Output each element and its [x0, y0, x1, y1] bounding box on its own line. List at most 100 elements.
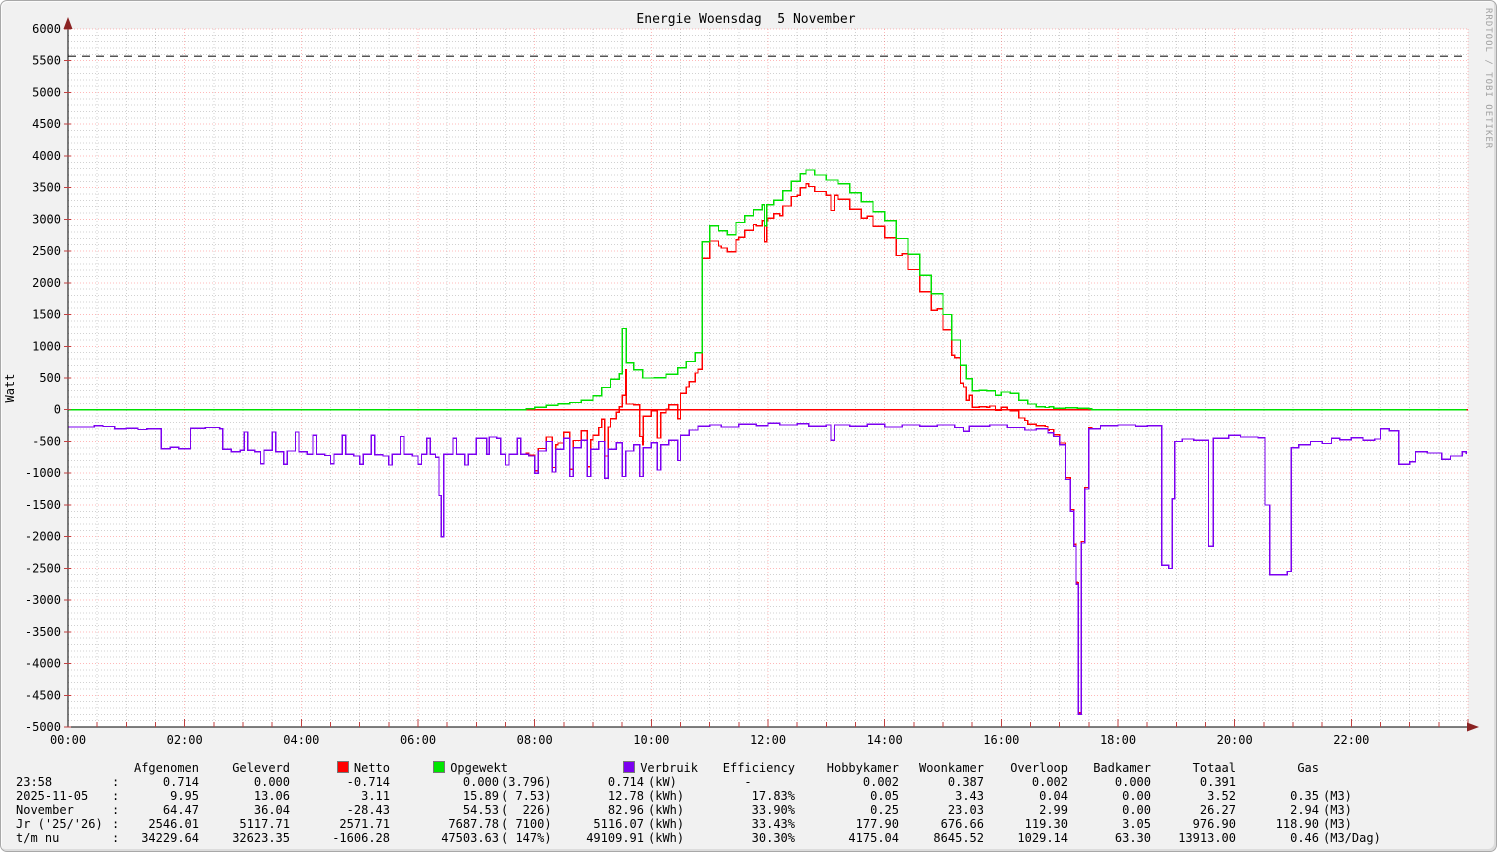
verbruik-line — [68, 422, 1467, 715]
legend-swatch-verbruik — [623, 761, 636, 773]
cell-label: Jr ('25/'26) — [16, 817, 103, 831]
cell-opgewekt_paren: ( 147%) — [501, 831, 552, 845]
y-tick-label: -2500 — [25, 561, 61, 575]
header-label-overloop: Overloop — [1010, 761, 1068, 775]
y-tick-label: 2000 — [32, 276, 61, 290]
y-tick-label: 3500 — [32, 181, 61, 195]
opgewekt-line — [68, 169, 1467, 411]
cell-verbruik_unit: (kWh) — [648, 803, 685, 817]
summary-table: Afgenomen Geleverd Netto Opgewekt Verbruik Ef… — [1, 759, 1496, 851]
y-tick-label: -2000 — [25, 530, 61, 544]
cell-label: t/m nu — [16, 831, 60, 845]
legend-swatch-netto — [336, 761, 349, 773]
header-overloop: Overloop — [989, 761, 1068, 775]
cell-netto: -0.714 — [346, 775, 390, 789]
x-tick-label: 00:00 — [50, 733, 86, 747]
y-tick-label: -1000 — [25, 466, 61, 480]
rrdtool-watermark: RRDTOOL / TOBI OETIKER — [1483, 8, 1493, 150]
cell-geleverd: 0.000 — [253, 775, 290, 789]
cell-badkamer: 63.30 — [1114, 831, 1151, 845]
plot-area — [68, 29, 1468, 727]
axes — [67, 23, 1472, 728]
y-tick-label: -4000 — [25, 657, 61, 671]
cell-totaal: 3.52 — [1207, 789, 1236, 803]
y-tick-label: -4500 — [25, 688, 61, 702]
cell-netto: 3.11 — [361, 789, 390, 803]
cell-opgewekt_paren: (3.796) — [501, 775, 552, 789]
header-badkamer: Badkamer — [1073, 761, 1151, 775]
axis-arrows — [63, 17, 1479, 732]
header-label-netto: Netto — [353, 761, 390, 775]
cell-gas_unit: (M3) — [1323, 817, 1352, 831]
x-tick-label: 20:00 — [1217, 733, 1253, 747]
x-tick-label: 08:00 — [517, 733, 553, 747]
header-label-opgewekt: Opgewekt — [450, 761, 508, 775]
cell-afgenomen: 34229.64 — [141, 831, 199, 845]
header-label-efficiency: Efficiency — [722, 761, 795, 775]
cell-gas: 2.94 — [1290, 803, 1319, 817]
y-tick-label: -3000 — [25, 593, 61, 607]
x-tick-label: 04:00 — [283, 733, 319, 747]
cell-overloop: 0.04 — [1039, 789, 1068, 803]
cell-gas_unit: (M3) — [1323, 803, 1352, 817]
y-tick-label: -500 — [32, 434, 61, 448]
cell-badkamer: 3.05 — [1122, 817, 1151, 831]
cell-label: November — [16, 803, 74, 817]
y-tick-label: 5500 — [32, 54, 61, 68]
cell-geleverd: 5117.71 — [239, 817, 290, 831]
axis-ticks — [64, 28, 1469, 728]
cell-afgenomen: 0.714 — [162, 775, 199, 789]
legend-swatch-opgewekt — [433, 761, 446, 773]
cell-colon: : — [112, 831, 120, 845]
cell-afgenomen: 2546.01 — [148, 817, 199, 831]
cell-gas: 0.35 — [1290, 789, 1319, 803]
y-tick-label: 2500 — [32, 244, 61, 258]
y-tick-label: 5000 — [32, 85, 61, 99]
cell-woonkamer: 8645.52 — [933, 831, 984, 845]
energy-chart: -5000-4500-4000-3500-3000-2500-2000-1500… — [25, 17, 1479, 747]
cell-opgewekt: 54.53 — [462, 803, 499, 817]
header-gas: Gas — [1241, 761, 1319, 775]
header-efficiency: Efficiency — [701, 761, 795, 775]
cell-verbruik: 0.714 — [607, 775, 644, 789]
cell-netto: 2571.71 — [339, 817, 390, 831]
cell-efficiency: 30.30% — [751, 831, 795, 845]
y-tick-label: -1500 — [25, 498, 61, 512]
table-header-row: Afgenomen Geleverd Netto Opgewekt Verbruik Ef… — [1, 761, 1496, 775]
y-tick-label: 1000 — [32, 339, 61, 353]
cell-totaal: 26.27 — [1199, 803, 1236, 817]
header-woonkamer: Woonkamer — [904, 761, 984, 775]
cell-verbruik_unit: (kWh) — [648, 831, 685, 845]
x-tick-label: 14:00 — [867, 733, 903, 747]
header-label-geleverd: Geleverd — [232, 761, 290, 775]
header-label-woonkamer: Woonkamer — [918, 761, 984, 775]
table-row: 2025-11-05: 9.95 13.06 3.11 15.89( 7.53) 12.7… — [1, 789, 1496, 803]
cell-hobbykamer: 0.05 — [870, 789, 899, 803]
cell-label: 23:58 — [16, 775, 53, 789]
table-row: Jr ('25/'26): 2546.01 5117.71 2571.71 7687.7… — [1, 817, 1496, 831]
y-tick-label: 6000 — [32, 22, 61, 36]
grid-minor — [68, 29, 1468, 727]
x-tick-labels: 00:00 02:00 04:00 06:00 08:00 10:00 12:00 14:00… — [50, 733, 1369, 747]
y-tick-label: -3500 — [25, 625, 61, 639]
y-tick-label: 500 — [39, 371, 61, 385]
chart-title: Energie Woensdag 5 November — [636, 12, 856, 27]
cell-verbruik: 5116.07 — [593, 817, 644, 831]
header-label-verbruik: Verbruik — [640, 761, 698, 775]
cell-colon: : — [112, 817, 120, 831]
cell-afgenomen: 64.47 — [162, 803, 199, 817]
header-totaal: Totaal — [1156, 761, 1236, 775]
cell-overloop: 119.30 — [1024, 817, 1068, 831]
cell-totaal: 0.391 — [1199, 775, 1236, 789]
cell-colon: : — [112, 775, 120, 789]
cell-verbruik_unit: (kWh) — [648, 789, 685, 803]
header-afgenomen: Afgenomen — [119, 761, 199, 775]
x-tick-label: 02:00 — [167, 733, 203, 747]
header-label-totaal: Totaal — [1192, 761, 1236, 775]
header-hobbykamer: Hobbykamer — [800, 761, 899, 775]
cell-opgewekt: 0.000 — [462, 775, 499, 789]
cell-hobbykamer: 4175.04 — [848, 831, 899, 845]
cell-overloop: 1029.14 — [1017, 831, 1068, 845]
cell-opgewekt_paren: ( 7100) — [501, 817, 552, 831]
cell-afgenomen: 9.95 — [170, 789, 199, 803]
